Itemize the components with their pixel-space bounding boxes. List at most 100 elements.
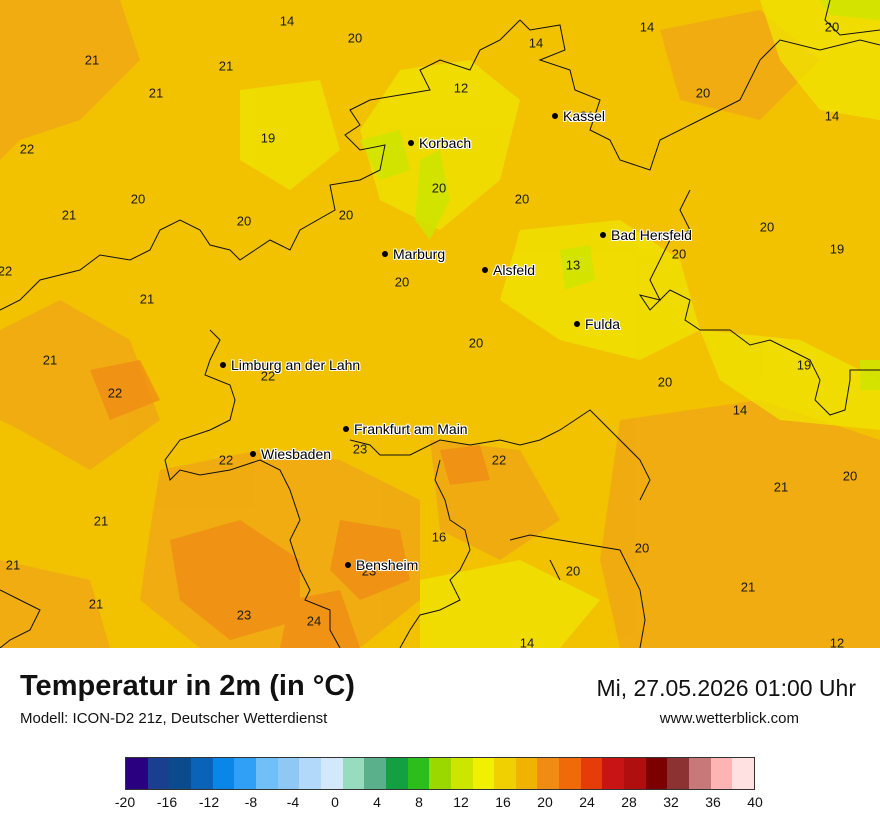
temperature-value: 20 — [236, 213, 252, 229]
temperature-value: 21 — [84, 52, 100, 68]
temperature-value: 19 — [260, 130, 276, 146]
city-dot-icon — [345, 561, 351, 568]
legend-swatch — [190, 758, 213, 789]
temperature-value: 23 — [361, 563, 377, 579]
temperature-value: 21 — [61, 207, 77, 223]
legend-label: 24 — [579, 794, 595, 810]
temperature-value: 20 — [394, 274, 410, 290]
city-name: Bensheim — [356, 556, 419, 573]
temperature-value: 20 — [338, 207, 354, 223]
legend-swatch — [472, 758, 495, 789]
temperature-value: 19 — [829, 241, 845, 257]
city-dot-icon — [220, 361, 226, 368]
city-name: Fulda — [585, 315, 621, 332]
forecast-datetime: Mi, 27.05.2026 01:00 Uhr — [596, 675, 856, 701]
legend-swatch — [450, 758, 473, 789]
temperature-value: 12 — [829, 635, 845, 649]
city-name: Wiesbaden — [261, 445, 332, 462]
city-dot-icon — [574, 320, 580, 327]
legend-swatch — [126, 758, 148, 789]
temperature-value: 20 — [671, 246, 687, 262]
map-footer: Temperatur in 2m (in °C) Modell: ICON-D2… — [0, 648, 880, 830]
legend-swatch — [234, 758, 256, 789]
legend-label: 40 — [747, 794, 763, 810]
legend-swatch — [277, 758, 300, 789]
temperature-value: 20 — [347, 30, 363, 46]
legend-swatch — [580, 758, 603, 789]
legend-swatch — [385, 758, 408, 789]
legend-swatch — [342, 758, 365, 789]
legend-swatch — [407, 758, 430, 789]
temperature-value: 21 — [93, 513, 109, 529]
temperature-value: 22 — [19, 141, 35, 157]
temperature-value: 22 — [0, 263, 13, 279]
legend-label: 16 — [495, 794, 511, 810]
legend-swatch — [364, 758, 386, 789]
legend-label: 12 — [453, 794, 469, 810]
city-dot-icon — [382, 250, 388, 257]
city-name: Frankfurt am Main — [354, 420, 468, 437]
temperature-value: 20 — [842, 468, 858, 484]
city-name: Alsfeld — [493, 261, 536, 278]
temperature-value: 14 — [824, 108, 840, 124]
legend-label: -8 — [244, 794, 258, 810]
temperature-value: 14 — [732, 402, 748, 418]
city-marker: Wiesbaden — [250, 445, 331, 463]
legend-label: 8 — [415, 794, 423, 810]
cold-spots — [360, 0, 880, 390]
color-legend — [125, 757, 755, 790]
temperature-value: 20 — [759, 219, 775, 235]
city-dot-icon — [408, 139, 414, 146]
legend-label: 28 — [621, 794, 637, 810]
city-name: Limburg an der Lahn — [231, 356, 361, 373]
temperature-value: 24 — [306, 613, 322, 629]
temperature-value: 20 — [695, 85, 711, 101]
legend-swatch — [689, 758, 711, 789]
hot-zones — [90, 360, 490, 648]
city-name: Bad Hersfeld — [611, 226, 692, 243]
legend-swatch — [624, 758, 646, 789]
legend-swatch — [429, 758, 451, 789]
legend-swatch — [559, 758, 581, 789]
temperature-value: 22 — [218, 452, 234, 468]
legend-label: -4 — [286, 794, 300, 810]
legend-labels: -20 -16 -12 -8 -4 0 4 8 12 16 20 24 28 32 36 40 — [115, 794, 763, 814]
legend-swatch — [667, 758, 690, 789]
city-dot-icon — [552, 112, 558, 119]
temperature-value: 23 — [352, 441, 368, 457]
legend-swatch — [320, 758, 343, 789]
temperature-value: 19 — [796, 357, 812, 373]
temperature-field — [0, 0, 880, 648]
temperature-value: 22 — [491, 452, 507, 468]
city-marker: Limburg an der Lahn — [220, 356, 360, 374]
legend-label: -20 — [114, 794, 136, 810]
temperature-value: 21 — [579, 108, 595, 124]
temperature-value: 20 — [657, 374, 673, 390]
website-link[interactable]: www.wetterblick.com — [659, 710, 799, 727]
city-name: Marburg — [393, 245, 446, 262]
temperature-value: 20 — [514, 191, 530, 207]
temperature-value: 14 — [639, 19, 655, 35]
legend-label: 36 — [705, 794, 721, 810]
legend-label: 0 — [331, 794, 339, 810]
city-marker: Frankfurt am Main — [343, 420, 468, 438]
temperature-value: 20 — [130, 191, 146, 207]
temperature-value: 21 — [42, 352, 58, 368]
temperature-value: 21 — [148, 85, 164, 101]
city-marker: Marburg — [382, 245, 445, 263]
temperature-value: 21 — [218, 58, 234, 74]
temperature-map: 14 20 14 14 20 21 21 21 12 20 14 22 19 20 20 20 21 20 20 20… — [0, 0, 880, 648]
legend-swatch — [710, 758, 733, 789]
temperature-value: 16 — [431, 529, 447, 545]
legend-swatch — [169, 758, 191, 789]
temperature-value: 21 — [773, 479, 789, 495]
legend-swatch — [255, 758, 278, 789]
legend-swatch — [645, 758, 668, 789]
temperature-value: 20 — [468, 335, 484, 351]
city-marker: Bad Hersfeld — [600, 226, 692, 244]
city-marker: Kassel — [552, 107, 605, 125]
temperature-value: 20 — [565, 563, 581, 579]
legend-swatch — [515, 758, 538, 789]
state-borders — [0, 0, 880, 648]
city-name: Korbach — [419, 134, 472, 151]
